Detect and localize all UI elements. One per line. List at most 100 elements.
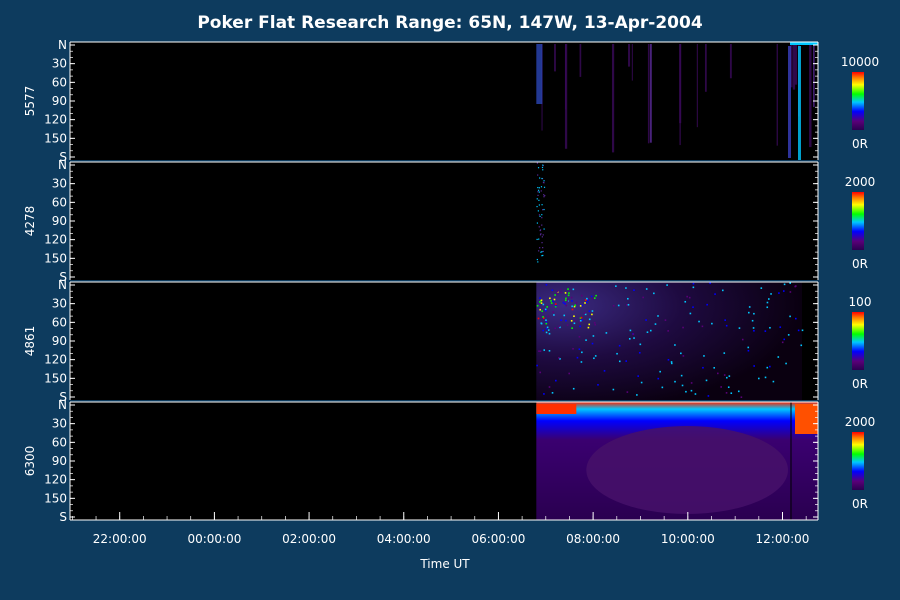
emission-speck [541, 236, 543, 238]
emission-streak [696, 44, 698, 128]
emission-speck [540, 322, 543, 325]
emission-speck [548, 332, 551, 335]
emission-speck [680, 374, 683, 377]
emission-speck [690, 389, 693, 392]
emission-speck [538, 214, 541, 216]
emission-speck [542, 254, 544, 257]
y-tick-label: 60 [52, 75, 67, 89]
emission-speck [706, 303, 708, 306]
emission-speck [560, 291, 563, 294]
emission-speck [558, 357, 560, 359]
panel-background [70, 162, 818, 280]
emission-speck [536, 258, 538, 261]
emission-speck [544, 308, 547, 311]
emission-speck [539, 177, 541, 179]
emission-speck [747, 349, 750, 352]
emission-speck [543, 208, 545, 211]
colorbar-min-label: 0R [852, 377, 868, 391]
y-tick-label: 120 [44, 353, 67, 367]
emission-streak [631, 44, 633, 81]
emission-speck [556, 290, 559, 293]
emission-speck [618, 344, 621, 347]
emission-speck [566, 324, 569, 326]
emission-speck [766, 306, 769, 309]
emission-streak [536, 44, 543, 104]
emission-speck [633, 289, 635, 292]
emission-speck [711, 322, 713, 325]
emission-speck [657, 377, 660, 380]
emission-speck [578, 335, 581, 338]
emission-speck [545, 321, 548, 323]
colorbar-scale [852, 312, 864, 370]
emission-speck [539, 215, 541, 217]
emission-speck [682, 326, 684, 329]
emission-streak [788, 46, 791, 158]
emission-speck [725, 324, 728, 327]
emission-speck [581, 319, 583, 321]
emission-speck [556, 292, 559, 295]
emission-speck [553, 298, 556, 301]
emission-speck [628, 338, 631, 340]
emission-speck [564, 302, 566, 305]
emission-speck [692, 306, 694, 308]
emission-speck [646, 331, 649, 334]
emission-speck [714, 293, 716, 295]
emission-speck [670, 362, 673, 365]
emission-speck [560, 319, 562, 322]
emission-speck [787, 334, 790, 336]
emission-speck [654, 323, 657, 325]
emission-speck [684, 300, 687, 303]
y-tick-label: 90 [52, 454, 67, 468]
emission-speck [725, 392, 728, 394]
emission-speck [720, 386, 722, 388]
emission-speck [541, 177, 543, 180]
emission-speck [545, 331, 548, 334]
emission-speck [748, 306, 751, 308]
emission-speck [550, 302, 553, 304]
emission-speck [698, 320, 700, 323]
emission-speck [587, 326, 590, 329]
emission-streak [628, 44, 631, 67]
colorbar-max-label: 10000 [841, 55, 879, 69]
y-tick-label: 120 [44, 233, 67, 247]
colorbar-min-label: 0R [852, 137, 868, 151]
emission-speck [545, 284, 548, 286]
emission-speck [536, 162, 539, 164]
emission-speck [571, 327, 573, 329]
emission-speck [551, 289, 554, 292]
emission-speck [594, 355, 597, 357]
emission-speck [571, 305, 573, 308]
y-tick-label: S [59, 510, 67, 524]
emission-speck [615, 285, 617, 287]
emission-speck [571, 308, 574, 311]
emission-speck [554, 294, 556, 296]
emission-speck [544, 195, 546, 197]
emission-speck [757, 377, 760, 380]
emission-speck [625, 304, 628, 306]
y-tick-label: 60 [52, 315, 67, 329]
emission-speck [543, 349, 546, 351]
y-tick-label: 150 [44, 491, 67, 505]
colorbar-scale [852, 72, 864, 130]
emission-speck [536, 205, 538, 208]
y-tick-label: N [58, 278, 67, 292]
emission-speck [738, 327, 741, 329]
emission-speck [550, 300, 552, 302]
emission-speck [565, 304, 568, 307]
emission-speck [542, 209, 544, 211]
panel-5577: N 30 60 90 120 150 S 5577 10000 0R [23, 38, 879, 164]
panel-6300: N 30 60 90 120 150 S 6300 2000 0R [23, 398, 875, 524]
emission-speck [747, 346, 750, 349]
emission-speck [753, 365, 755, 367]
y-tick-label: 120 [44, 113, 67, 127]
emission-speck [576, 356, 579, 359]
emission-speck [542, 247, 544, 249]
emission-speck [760, 287, 763, 289]
emission-speck [555, 379, 557, 382]
emission-speck [782, 290, 785, 292]
emission-speck [612, 304, 615, 307]
emission-speck [570, 320, 573, 322]
emission-speck [723, 352, 726, 354]
emission-speck [572, 387, 575, 390]
